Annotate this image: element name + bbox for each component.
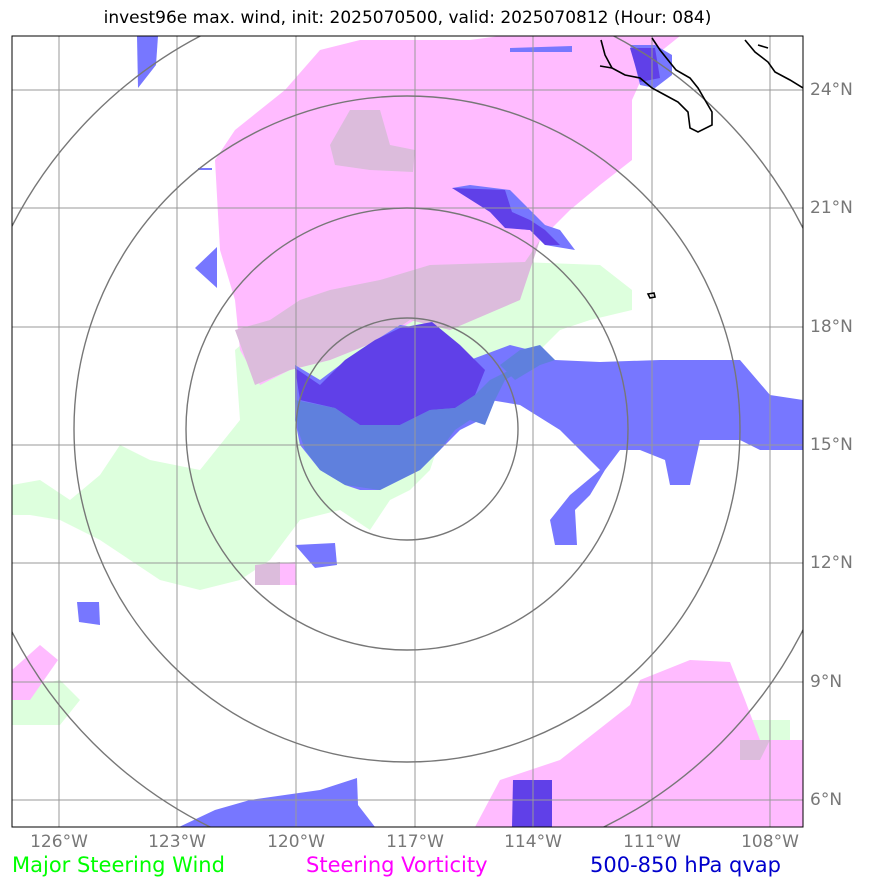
lon-label: 120°W [267, 832, 325, 852]
lat-label: 6°N [810, 790, 843, 810]
overlap-layer [235, 110, 770, 760]
lat-label: 18°N [810, 317, 853, 337]
lon-label: 108°W [741, 832, 799, 852]
lat-label: 15°N [810, 435, 853, 455]
lon-label: 126°W [30, 832, 88, 852]
qvap-wind-overlap-layer [295, 345, 555, 490]
lat-label: 24°N [810, 80, 853, 100]
coastline [599, 37, 803, 299]
lat-label: 12°N [810, 553, 853, 573]
legend-major-steering-wind: Major Steering Wind [12, 853, 225, 877]
lon-label: 123°W [148, 832, 206, 852]
lat-label: 9°N [810, 672, 843, 692]
grid-lines [12, 36, 803, 827]
lon-label: 117°W [386, 832, 444, 852]
map-frame [11, 35, 804, 828]
map-title: invest96e max. wind, init: 2025070500, v… [103, 8, 712, 28]
legend-qvap: 500-850 hPa qvap [590, 853, 781, 877]
legend-steering-vorticity: Steering Vorticity [306, 853, 488, 877]
lon-label: 111°W [623, 832, 681, 852]
lon-label: 114°W [504, 832, 562, 852]
lat-label: 21°N [810, 198, 853, 218]
range-rings [12, 36, 803, 827]
